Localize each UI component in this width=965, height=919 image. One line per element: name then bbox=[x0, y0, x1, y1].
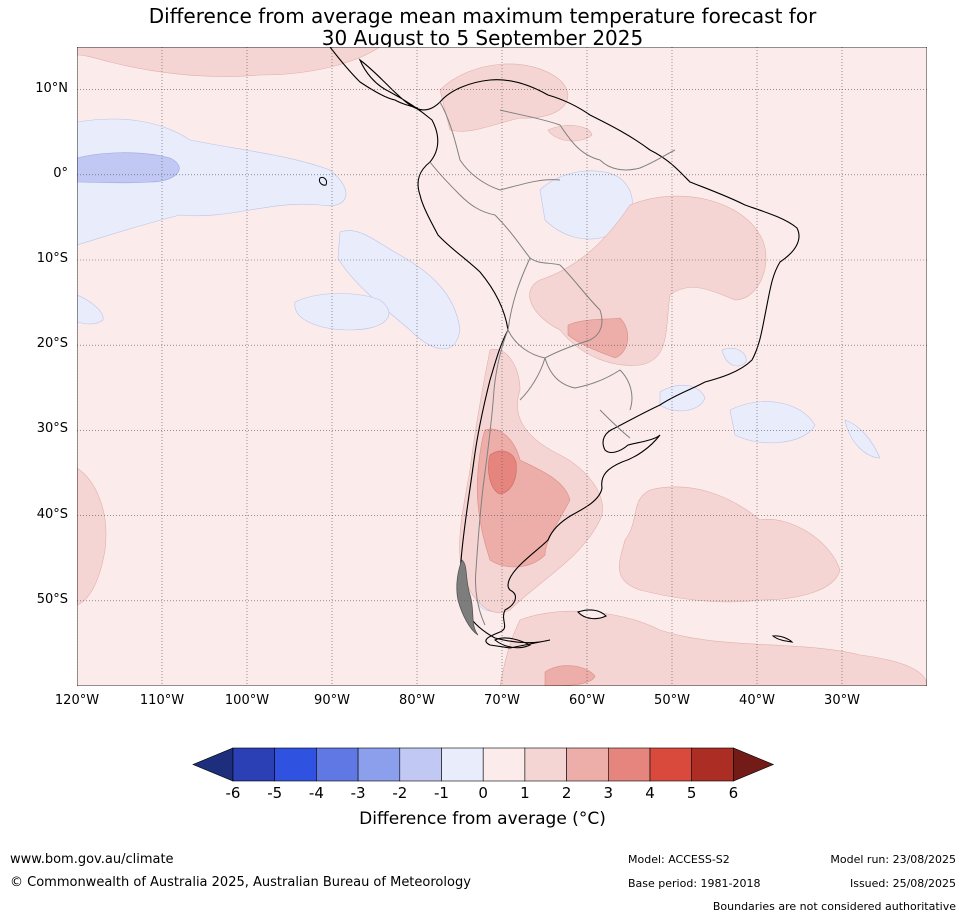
colorbar-tick-label: -6 bbox=[225, 784, 241, 802]
footer-base-period: Base period: 1981-2018 bbox=[628, 877, 761, 890]
footer-model: Model: ACCESS-S2 bbox=[628, 853, 730, 866]
colorbar-tick-label: 0 bbox=[478, 784, 488, 802]
latitude-label: 40°S bbox=[36, 506, 68, 522]
colorbar-tick-label: 4 bbox=[645, 784, 655, 802]
colorbar-tick-label: -1 bbox=[434, 784, 449, 802]
colorbar-cell bbox=[399, 747, 442, 782]
colorbar-cell bbox=[649, 747, 693, 782]
colorbar-cell bbox=[232, 747, 276, 782]
colorbar-tick-label: -5 bbox=[267, 784, 283, 802]
coastline-chile-islands bbox=[456, 559, 479, 636]
footer-disclaimer: Boundaries are not considered authoritat… bbox=[712, 900, 956, 913]
colorbar-cell bbox=[691, 747, 734, 782]
title-line-2: 30 August to 5 September 2025 bbox=[321, 26, 644, 50]
colorbar-cell bbox=[316, 747, 359, 782]
anomaly-brazil-coast-cool bbox=[659, 384, 706, 412]
latitude-label: 10°N bbox=[35, 80, 68, 96]
title-line-1: Difference from average mean maximum tem… bbox=[148, 4, 817, 28]
footer-model-run: Model run: 23/08/2025 bbox=[830, 853, 956, 866]
coastline-galapagos bbox=[319, 177, 327, 186]
anomaly-pacific-equatorial-cool bbox=[77, 118, 347, 246]
latitude-label: 30°S bbox=[36, 421, 68, 437]
latitude-label: 20°S bbox=[36, 336, 68, 352]
longitude-label: 30°W bbox=[824, 693, 860, 708]
longitude-label: 60°W bbox=[569, 693, 605, 708]
longitude-label: 100°W bbox=[224, 693, 270, 708]
anomaly-paraguay-warm-core bbox=[567, 317, 628, 359]
footer-copyright: © Commonwealth of Australia 2025, Austra… bbox=[10, 875, 471, 890]
colorbar-tick-label: -2 bbox=[392, 784, 408, 802]
colorbar-label: Difference from average (°C) bbox=[0, 809, 965, 829]
footer-issued: Issued: 25/08/2025 bbox=[849, 877, 956, 890]
country-boundaries bbox=[429, 101, 676, 626]
anomaly-venezuela-warm bbox=[439, 63, 569, 132]
coastline-falklands bbox=[577, 609, 607, 620]
colorbar-cell bbox=[441, 747, 484, 782]
anomaly-atlantic-cool-2 bbox=[844, 419, 881, 459]
coastline-tierra-del-fuego bbox=[493, 637, 532, 649]
longitude-label: 50°W bbox=[654, 693, 690, 708]
longitude-label: 40°W bbox=[739, 693, 775, 708]
longitude-label: 70°W bbox=[484, 693, 520, 708]
coastline-south-america bbox=[358, 58, 800, 649]
anomaly-west-pacific-warm bbox=[77, 467, 107, 606]
colorbar-extend-max bbox=[733, 747, 775, 782]
longitude-label: 90°W bbox=[314, 693, 350, 708]
anomaly-north-pacific-warm bbox=[77, 47, 381, 77]
colorbar-cell bbox=[482, 747, 526, 782]
anomaly-guiana-warm bbox=[547, 125, 593, 142]
colorbar-tick-label: 6 bbox=[728, 784, 739, 802]
colorbar-label-text: Difference from average ( bbox=[359, 809, 579, 829]
colorbar-extend-min bbox=[192, 747, 234, 782]
colorbar-cell bbox=[524, 747, 567, 782]
latitude-label: 50°S bbox=[36, 591, 68, 607]
colorbar-label-close: ) bbox=[599, 809, 606, 829]
footer-url[interactable]: www.bom.gov.au/climate bbox=[10, 852, 174, 867]
anomaly-pacific-west-cool bbox=[77, 294, 104, 325]
colorbar-cell bbox=[566, 747, 609, 782]
anomaly-southern-ocean-warm bbox=[499, 610, 927, 686]
colorbar-tick-label: 2 bbox=[561, 784, 572, 802]
anomaly-andes-hot-spot bbox=[488, 450, 517, 495]
colorbar-cell bbox=[607, 747, 651, 782]
gridlines bbox=[77, 47, 927, 686]
anomaly-pacific-south-cool-2 bbox=[294, 293, 390, 331]
colorbar-cell bbox=[274, 747, 317, 782]
longitude-label: 80°W bbox=[399, 693, 435, 708]
anomaly-brazil-east-cool bbox=[721, 348, 747, 367]
colorbar-tick-label: 1 bbox=[520, 784, 530, 802]
colorbar-tick-label: 5 bbox=[686, 784, 697, 802]
colorbar-cell bbox=[357, 747, 401, 782]
latitude-label: 10°S bbox=[36, 251, 68, 266]
anomaly-pacific-equatorial-core bbox=[77, 152, 180, 184]
latitude-label: 0° bbox=[53, 165, 68, 181]
longitude-label: 110°W bbox=[139, 693, 185, 708]
colorbar-tick-label: -3 bbox=[350, 784, 366, 802]
colorbar-label-unit: °C bbox=[578, 809, 600, 829]
coastline-central-america bbox=[329, 47, 419, 109]
colorbar-tick-label: -4 bbox=[308, 784, 324, 802]
colorbar-tick-label: 3 bbox=[603, 784, 614, 802]
longitude-label: 120°W bbox=[54, 693, 100, 708]
coastline-south-georgia bbox=[771, 635, 794, 643]
anomaly-atlantic-cool bbox=[729, 401, 816, 444]
